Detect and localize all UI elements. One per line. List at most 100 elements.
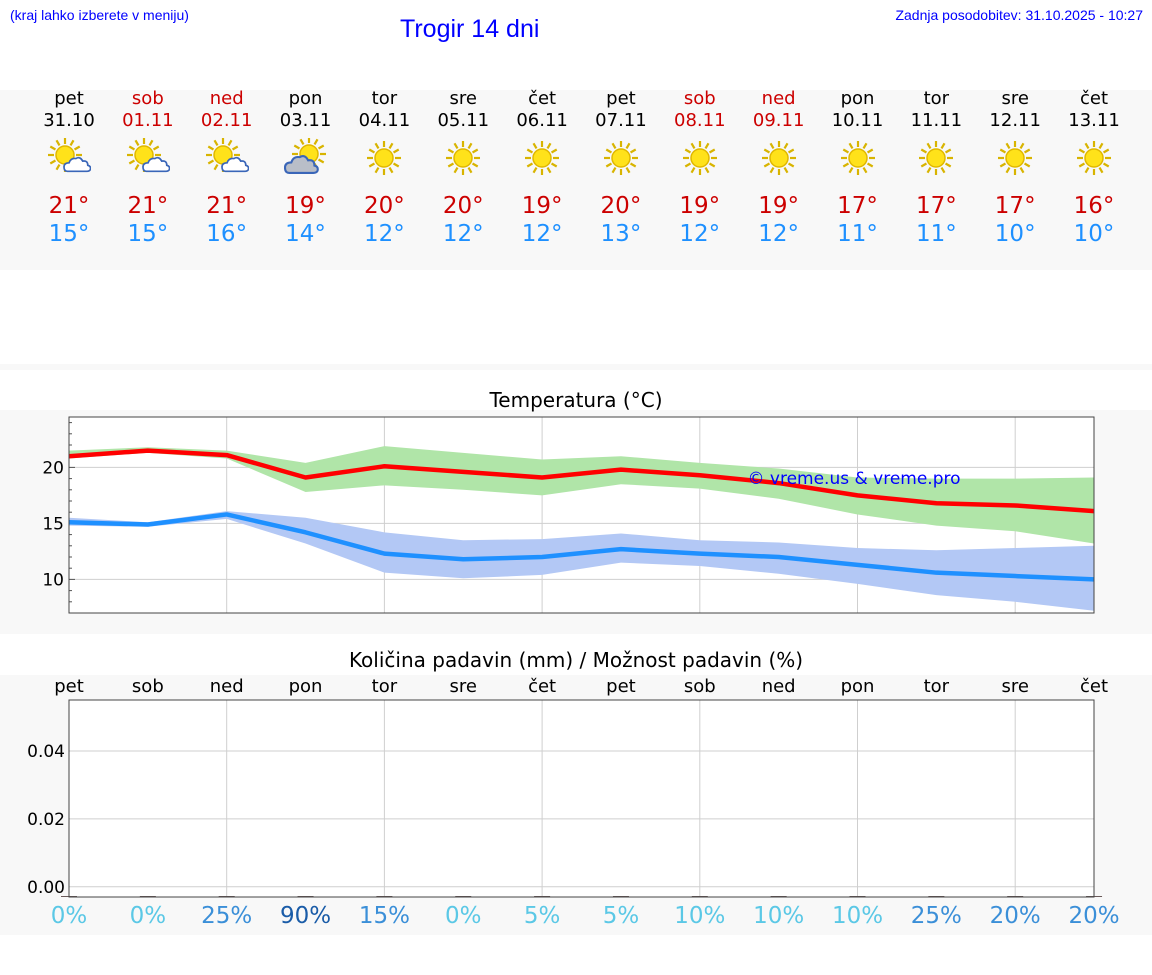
- precipitation-probability: 5%: [602, 903, 640, 929]
- max-temperature: 19°: [679, 193, 721, 219]
- x-category-label: čet: [528, 676, 556, 697]
- cloud-sun-icon: [283, 137, 328, 178]
- sun-icon: [1072, 138, 1116, 178]
- day-date: 13.11: [1068, 110, 1120, 131]
- sun-cloud-icon: [47, 138, 92, 178]
- min-temperature: 12°: [679, 221, 721, 247]
- day-column: čet 06.11 19° 12°: [502, 88, 582, 248]
- min-temperature: 12°: [364, 221, 405, 247]
- min-temperature: 12°: [442, 221, 484, 247]
- day-name: pon: [840, 88, 875, 109]
- max-temperature: 19°: [758, 193, 800, 219]
- max-temperature: 21°: [127, 193, 169, 219]
- sun-icon: [757, 138, 801, 178]
- day-column: pet 31.10 21° 15°: [29, 88, 109, 248]
- day-column: tor 04.11 20° 12°: [344, 88, 424, 248]
- day-column: sre 05.11 20° 12°: [423, 88, 503, 248]
- max-temperature-range-band: [69, 446, 1095, 544]
- precipitation-probability: 0%: [50, 903, 88, 929]
- day-name: sre: [1001, 88, 1029, 109]
- x-category-label: sre: [1001, 676, 1028, 697]
- x-category-label: sob: [132, 676, 164, 697]
- min-temperature: 14°: [285, 221, 326, 247]
- day-name: tor: [371, 88, 398, 109]
- watermark: © vreme.us & vreme.pro: [747, 469, 960, 489]
- forecast-panel-bg: [0, 90, 1152, 270]
- x-category-label: sre: [450, 676, 477, 697]
- day-column: ned 02.11 21° 16°: [187, 88, 267, 248]
- max-temperature: 17°: [994, 193, 1036, 219]
- max-temperature-line: [68, 448, 1095, 514]
- precipitation-probability: 20%: [989, 903, 1041, 929]
- day-column: sob 01.11 21° 15°: [108, 88, 188, 248]
- day-date: 06.11: [516, 110, 568, 131]
- day-date: 08.11: [674, 110, 726, 131]
- day-name: sre: [449, 88, 477, 109]
- plot-frame: [68, 416, 1095, 614]
- menu-hint: (kraj lahko izberete v meniju): [10, 7, 189, 23]
- y-tick-label: 0.04: [27, 742, 65, 762]
- min-temperature: 16°: [206, 221, 248, 247]
- day-name: tor: [923, 88, 950, 109]
- min-temperature: 11°: [915, 221, 957, 247]
- x-category-label: tor: [924, 676, 950, 697]
- day-name: pon: [288, 88, 323, 109]
- day-name: pet: [54, 88, 84, 109]
- precipitation-chart-title: Količina padavin (mm) / Možnost padavin …: [348, 648, 804, 672]
- max-temperature: 19°: [521, 193, 563, 219]
- day-name: sob: [683, 88, 716, 109]
- last-updated: Zadnja posodobitev: 31.10.2025 - 10:27: [895, 7, 1143, 23]
- day-date: 31.10: [43, 110, 95, 131]
- max-temperature: 19°: [285, 193, 326, 219]
- x-category-label: tor: [372, 676, 398, 697]
- x-category-label: pet: [54, 676, 84, 697]
- min-temperature: 10°: [1073, 221, 1115, 247]
- sun-icon: [914, 138, 958, 178]
- sun-icon: [599, 138, 643, 178]
- day-date: 09.11: [752, 110, 805, 131]
- precipitation-probability: 0%: [129, 903, 167, 929]
- x-category-label: ned: [762, 676, 796, 697]
- day-column: pon 10.11 17° 11°: [818, 88, 898, 248]
- min-temperature: 12°: [521, 221, 563, 247]
- y-tick-label: 0.00: [27, 878, 65, 898]
- max-temperature: 21°: [206, 193, 248, 219]
- x-category-label: čet: [1080, 676, 1108, 697]
- sun-icon: [836, 138, 880, 178]
- day-date: 02.11: [200, 110, 253, 131]
- precipitation-probability: 20%: [1068, 903, 1120, 929]
- day-column: pet 07.11 20° 13°: [581, 88, 661, 248]
- sun-icon: [678, 138, 722, 178]
- sun-icon: [362, 138, 406, 178]
- day-date: 10.11: [831, 110, 884, 131]
- day-date: 03.11: [279, 110, 332, 131]
- daily-forecast-row: pet 31.10 21° 15° sob 01.11 21° 15° ned 02…: [0, 88, 1152, 248]
- min-temperature: 15°: [48, 221, 90, 247]
- day-column: sre 12.11 17° 10°: [975, 88, 1055, 248]
- y-tick-label: 20: [42, 458, 64, 478]
- day-name: sob: [131, 88, 164, 109]
- sun-icon: [993, 138, 1037, 178]
- day-date: 07.11: [595, 110, 647, 131]
- y-tick-label: 0.02: [27, 810, 65, 830]
- day-date: 12.11: [989, 110, 1041, 131]
- precipitation-probability: 5%: [523, 903, 561, 929]
- min-temperature-line: [68, 512, 1095, 582]
- max-temperature: 17°: [837, 193, 878, 219]
- day-column: čet 13.11 16° 10°: [1054, 88, 1134, 248]
- day-name: čet: [1080, 88, 1109, 109]
- min-temperature: 11°: [837, 221, 878, 247]
- day-name: pet: [606, 88, 636, 109]
- y-tick-label: 10: [42, 570, 64, 590]
- sun-cloud-icon: [205, 138, 250, 178]
- max-temperature: 20°: [600, 193, 642, 219]
- precipitation-chart: 0.00 0.02 0.04 pet sob ned pon tor sre čet pet sob n…: [27, 676, 1108, 898]
- x-category-label: sob: [684, 676, 716, 697]
- day-column: pon 03.11 19° 14°: [266, 88, 346, 248]
- min-temperature: 15°: [127, 221, 169, 247]
- x-category-label: pon: [289, 676, 323, 697]
- sun-cloud-icon: [126, 138, 171, 178]
- max-temperature: 20°: [364, 193, 405, 219]
- x-category-label: pon: [841, 676, 875, 697]
- min-temperature: 10°: [994, 221, 1036, 247]
